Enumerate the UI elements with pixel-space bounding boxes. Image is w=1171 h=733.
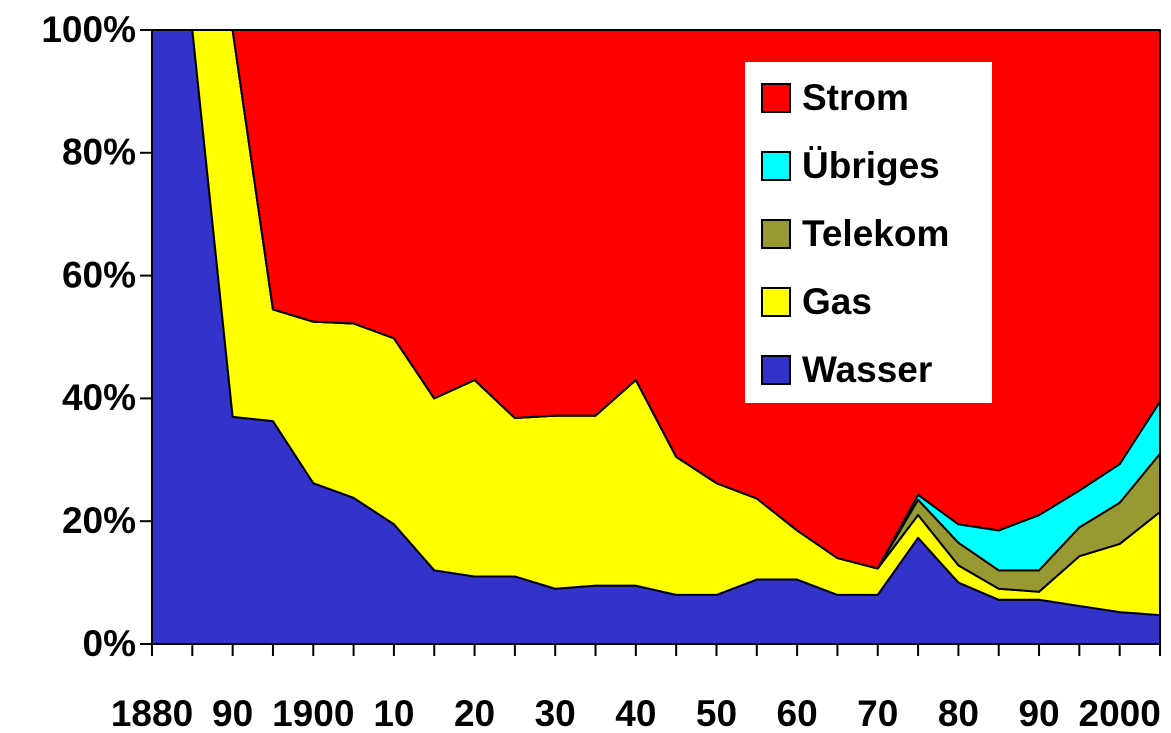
x-tick-label: 2000 (1079, 693, 1161, 733)
legend-swatch (761, 151, 791, 181)
x-tick-label: 90 (1018, 693, 1059, 733)
x-tick-label: 10 (373, 693, 414, 733)
x-tick-label: 70 (857, 693, 898, 733)
legend-label: Telekom (802, 213, 949, 254)
x-tick-label: 20 (454, 693, 495, 733)
legend-swatch (761, 287, 791, 317)
x-tick-label: 1880 (111, 693, 193, 733)
x-tick-label: 1900 (272, 693, 354, 733)
legend-label: Strom (802, 77, 909, 118)
x-tick-label: 90 (212, 693, 253, 733)
y-tick-label: 0% (83, 623, 136, 664)
legend-label: Gas (802, 281, 872, 322)
y-tick-label: 60% (62, 254, 136, 295)
x-tick-label: 80 (938, 693, 979, 733)
y-tick-label: 20% (62, 500, 136, 541)
legend-label: Übriges (802, 145, 940, 186)
y-tick-label: 80% (62, 132, 136, 173)
legend-label: Wasser (802, 349, 932, 390)
x-tick-label: 30 (535, 693, 576, 733)
legend-swatch (761, 219, 791, 249)
x-tick-label: 60 (777, 693, 818, 733)
legend-swatch (761, 355, 791, 385)
x-tick-label: 40 (615, 693, 656, 733)
x-tick-label: 50 (696, 693, 737, 733)
y-tick-label: 100% (41, 9, 136, 50)
y-tick-label: 40% (62, 377, 136, 418)
legend-swatch (761, 83, 791, 113)
